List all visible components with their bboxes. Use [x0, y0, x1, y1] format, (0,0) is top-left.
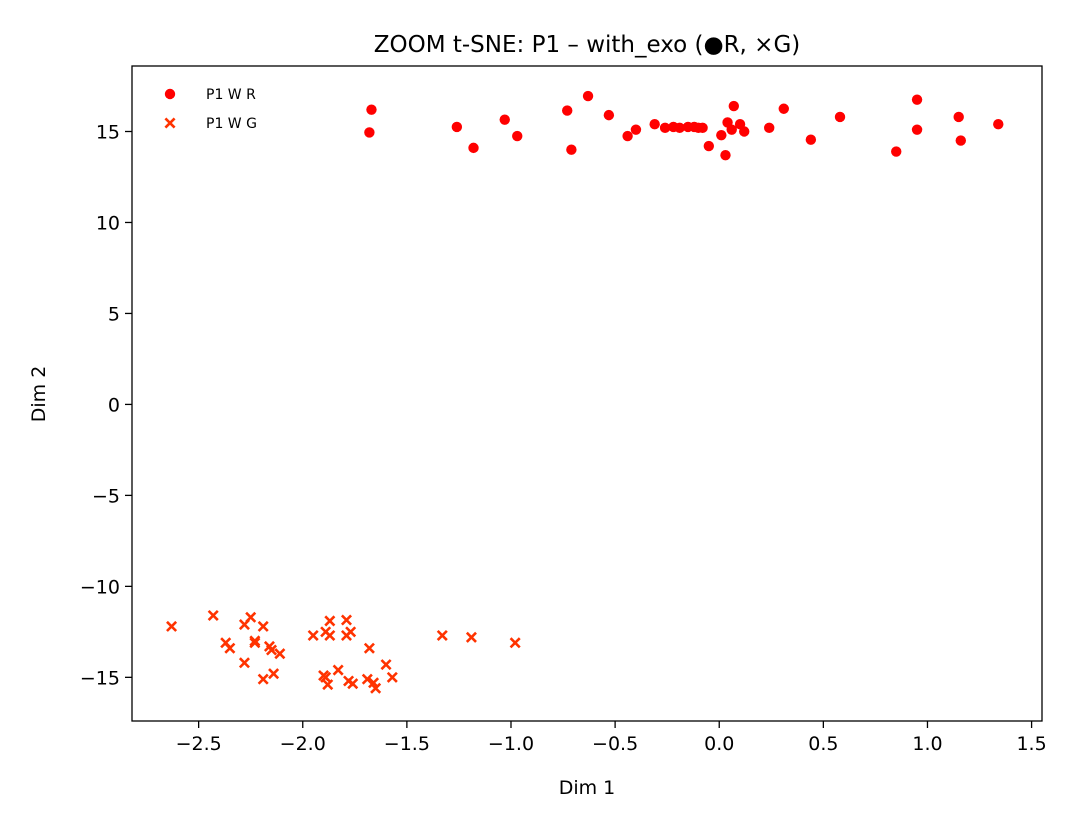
data-point-cross	[332, 664, 344, 676]
x-tick-label: −2.0	[280, 733, 326, 755]
data-point-cross	[238, 657, 250, 669]
y-tick-label: 15	[96, 122, 120, 144]
data-point-circle	[834, 111, 846, 123]
data-point-circle	[955, 135, 966, 146]
data-point-cross	[324, 615, 336, 627]
data-point-cross	[322, 679, 334, 691]
data-point-cross	[324, 629, 336, 642]
legend-cross-marker	[164, 117, 176, 129]
data-point-cross	[370, 682, 382, 694]
data-point-cross	[340, 614, 353, 626]
x-axis-label: Dim 1	[559, 777, 616, 799]
y-tick-label: 0	[108, 394, 120, 416]
data-point-circle	[764, 122, 775, 134]
data-point-circle	[451, 121, 463, 133]
data-point-circle	[582, 90, 594, 102]
data-point-circle	[953, 111, 964, 123]
data-point-circle	[891, 146, 902, 157]
data-point-cross	[509, 637, 521, 649]
data-point-circle	[603, 109, 615, 121]
data-point-circle	[805, 134, 817, 145]
data-point-cross	[361, 673, 373, 685]
x-tick-label: −0.5	[592, 733, 638, 755]
y-tick-label: −10	[80, 576, 120, 598]
data-point-circle	[512, 130, 523, 142]
data-point-cross	[363, 642, 375, 654]
data-point-circle	[562, 105, 573, 116]
data-point-circle	[911, 94, 923, 105]
data-point-cross	[265, 644, 278, 656]
data-point-circle	[720, 149, 731, 161]
data-point-cross	[166, 620, 178, 632]
data-point-cross	[274, 648, 286, 660]
data-point-cross	[224, 642, 236, 654]
y-axis-label: Dim 2	[28, 366, 50, 423]
chart-title: ZOOM t-SNE: P1 – with_exo (●R, ×G)	[374, 32, 801, 58]
data-point-circle	[630, 124, 642, 135]
plot-area	[166, 90, 1004, 694]
data-point-circle	[659, 122, 671, 134]
legend-label: P1 W R	[206, 87, 256, 103]
x-axis: −2.5 −2.0 −1.5 −1.0 −0.5 0.0 0.5 1.0 1.5	[176, 721, 1047, 755]
data-point-cross	[320, 671, 332, 683]
data-point-circle	[703, 140, 715, 152]
x-tick-label: −2.5	[176, 733, 222, 755]
data-point-cross	[249, 637, 261, 649]
y-axis: −15 −10 −5 0 5 10 15	[80, 122, 132, 689]
legend: P1 W R P1 W G	[164, 87, 257, 132]
data-point-cross	[386, 671, 398, 683]
y-tick-label: −15	[80, 667, 120, 689]
x-tick-label: 0.0	[704, 733, 734, 755]
x-tick-label: 0.5	[808, 733, 838, 755]
data-point-cross	[345, 626, 357, 638]
y-tick-label: 5	[108, 303, 120, 325]
data-point-cross	[257, 620, 269, 632]
data-point-circle	[622, 130, 633, 142]
data-point-cross	[207, 609, 219, 621]
data-point-circle	[697, 122, 708, 134]
data-point-cross	[380, 659, 392, 671]
data-point-cross	[436, 629, 448, 642]
data-point-circle	[726, 124, 737, 135]
data-point-circle	[778, 103, 789, 114]
data-point-circle	[674, 122, 685, 134]
data-point-circle	[366, 104, 377, 115]
data-point-cross	[307, 629, 319, 642]
data-point-circle	[728, 100, 740, 112]
x-tick-label: −1.0	[488, 733, 534, 755]
data-point-circle	[649, 119, 660, 130]
y-tick-label: 10	[96, 212, 120, 234]
data-point-circle	[566, 144, 577, 155]
data-point-cross	[245, 611, 257, 623]
axes-frame	[131, 65, 1043, 722]
data-point-circle	[364, 127, 375, 138]
data-point-circle	[739, 126, 750, 137]
data-point-circle	[499, 114, 510, 125]
data-point-cross	[268, 668, 280, 680]
data-point-cross	[257, 673, 269, 685]
x-tick-label: 1.0	[912, 733, 942, 755]
data-point-circle	[468, 142, 479, 154]
data-point-circle	[716, 129, 727, 141]
x-tick-label: −1.5	[384, 733, 430, 755]
legend-circle-marker	[164, 88, 176, 100]
data-point-circle	[911, 124, 923, 135]
data-point-circle	[993, 119, 1004, 130]
x-tick-label: 1.5	[1016, 733, 1046, 755]
legend-label: P1 W G	[206, 116, 257, 132]
y-tick-label: −5	[92, 485, 120, 507]
data-point-cross	[465, 631, 477, 643]
data-point-cross	[347, 678, 359, 690]
